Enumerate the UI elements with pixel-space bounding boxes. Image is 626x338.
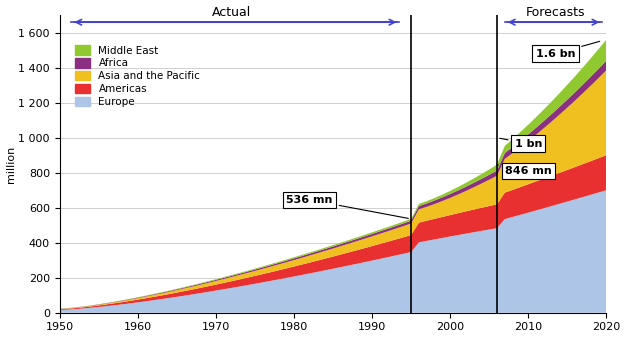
Text: 536 mn: 536 mn <box>286 195 408 218</box>
Text: 846 mn: 846 mn <box>497 165 552 176</box>
Legend: Middle East, Africa, Asia and the Pacific, Americas, Europe: Middle East, Africa, Asia and the Pacifi… <box>70 41 205 111</box>
Text: Actual: Actual <box>212 6 251 19</box>
Text: Forecasts: Forecasts <box>526 6 585 19</box>
Text: 1 bn: 1 bn <box>500 138 542 149</box>
Y-axis label: million: million <box>6 145 16 183</box>
Text: 1.6 bn: 1.6 bn <box>536 41 600 59</box>
